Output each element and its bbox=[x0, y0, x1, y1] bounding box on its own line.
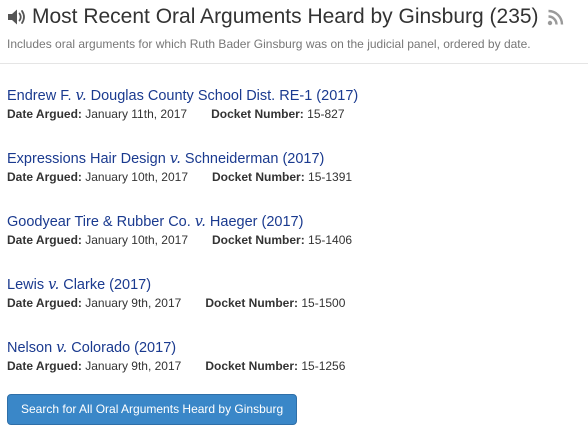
docket-number-label: Docket Number: bbox=[211, 107, 304, 121]
case-meta: Date Argued: January 9th, 2017 Docket Num… bbox=[7, 295, 582, 311]
date-argued-value: January 9th, 2017 bbox=[85, 359, 182, 373]
docket-number-label: Docket Number: bbox=[205, 359, 299, 373]
page-title: Most Recent Oral Arguments Heard by Gins… bbox=[32, 5, 539, 28]
date-argued-value: January 10th, 2017 bbox=[85, 233, 188, 247]
docket-number-label: Docket Number: bbox=[205, 296, 299, 310]
case-meta: Date Argued: January 10th, 2017 Docket Nu… bbox=[7, 232, 582, 248]
case-meta: Date Argued: January 9th, 2017 Docket Num… bbox=[7, 358, 582, 374]
docket-number-value: 15-827 bbox=[307, 107, 345, 121]
case-link[interactable]: Expressions Hair Design v. Schneiderman … bbox=[7, 151, 325, 167]
docket-number-label: Docket Number: bbox=[212, 170, 305, 184]
list-item: Goodyear Tire & Rubber Co. v. Haeger (20… bbox=[7, 212, 582, 275]
date-argued-label: Date Argued: bbox=[7, 296, 82, 310]
page-subtitle: Includes oral arguments for which Ruth B… bbox=[7, 37, 531, 51]
docket-number-value: 15-1500 bbox=[301, 296, 346, 310]
case-list: Endrew F. v. Douglas County School Dist.… bbox=[7, 86, 582, 401]
list-item: Expressions Hair Design v. Schneiderman … bbox=[7, 149, 582, 212]
case-link[interactable]: Endrew F. v. Douglas County School Dist.… bbox=[7, 88, 359, 104]
case-link[interactable]: Nelson v. Colorado (2017) bbox=[7, 340, 177, 356]
docket-number-value: 15-1406 bbox=[308, 233, 353, 247]
date-argued-label: Date Argued: bbox=[7, 359, 82, 373]
docket-number-value: 15-1391 bbox=[308, 170, 353, 184]
list-item: Nelson v. Colorado (2017) Date Argued: J… bbox=[7, 338, 582, 401]
list-item: Lewis v. Clarke (2017) Date Argued: Janu… bbox=[7, 275, 582, 338]
search-all-button[interactable]: Search for All Oral Arguments Heard by G… bbox=[7, 394, 298, 425]
page-header: Most Recent Oral Arguments Heard by Gins… bbox=[6, 4, 584, 30]
date-argued-value: January 10th, 2017 bbox=[85, 170, 188, 184]
case-meta: Date Argued: January 11th, 2017 Docket Nu… bbox=[7, 106, 582, 122]
date-argued-label: Date Argued: bbox=[7, 170, 82, 184]
case-link[interactable]: Goodyear Tire & Rubber Co. v. Haeger (20… bbox=[7, 214, 304, 230]
date-argued-label: Date Argued: bbox=[7, 107, 82, 121]
docket-number-value: 15-1256 bbox=[301, 359, 346, 373]
docket-number-label: Docket Number: bbox=[212, 233, 305, 247]
case-link[interactable]: Lewis v. Clarke (2017) bbox=[7, 277, 152, 293]
date-argued-value: January 9th, 2017 bbox=[85, 296, 182, 310]
rss-icon[interactable] bbox=[547, 8, 565, 26]
list-item: Endrew F. v. Douglas County School Dist.… bbox=[7, 86, 582, 149]
case-meta: Date Argued: January 10th, 2017 Docket Nu… bbox=[7, 169, 582, 185]
date-argued-value: January 11th, 2017 bbox=[85, 107, 188, 121]
date-argued-label: Date Argued: bbox=[7, 233, 82, 247]
speaker-icon[interactable] bbox=[6, 6, 28, 28]
header-divider bbox=[0, 63, 588, 64]
